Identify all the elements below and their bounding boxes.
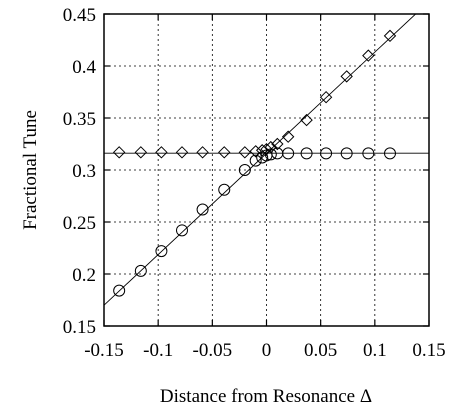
y-axis-title: Fractional Tune	[20, 110, 41, 230]
grid	[104, 14, 429, 326]
y-tick-label: 0.35	[63, 109, 96, 130]
axis-ticks: -0.15 -0.1 -0.05 0 0.05 0.1 0.15 0.15 0.2 0.25 0.3…	[63, 5, 446, 361]
circle-marker	[320, 147, 333, 160]
reference-lines	[104, 14, 429, 306]
diamond-marker	[218, 146, 231, 159]
circle-marker	[113, 284, 126, 297]
y-tick-label: 0.4	[72, 57, 96, 78]
data-markers	[112, 29, 397, 297]
x-tick-label: 0.05	[304, 340, 337, 361]
circle-marker	[238, 164, 251, 176]
diamond-marker	[300, 113, 313, 127]
circle-marker	[134, 264, 147, 277]
diamond-marker	[112, 146, 126, 159]
diamond-marker	[340, 70, 353, 83]
circle-marker	[249, 154, 262, 167]
diamond-marker	[155, 146, 168, 159]
diamond-marker	[281, 130, 295, 143]
diamond-marker	[249, 145, 262, 158]
circle-marker	[218, 183, 231, 196]
circle-marker	[282, 147, 295, 160]
y-tick-label: 0.2	[72, 265, 96, 286]
diamond-marker	[271, 137, 284, 151]
x-tick-label: -0.1	[143, 340, 173, 361]
x-axis-title: Distance from Resonance Δ	[160, 386, 372, 407]
circle-marker	[155, 245, 168, 258]
circle-marker	[340, 147, 353, 160]
circle-marker	[264, 148, 277, 161]
x-tick-label: 0.1	[363, 340, 387, 361]
diamond-marker	[255, 144, 269, 157]
y-tick-label: 0.45	[63, 5, 96, 26]
y-tick-label: 0.25	[63, 213, 96, 234]
circle-marker	[362, 147, 375, 160]
y-tick-label: 0.15	[63, 317, 96, 338]
y-tick-label: 0.3	[72, 161, 96, 182]
circle-marker	[176, 224, 188, 237]
x-tick-label: 0.15	[412, 340, 445, 361]
diamond-marker	[196, 146, 209, 159]
x-tick-label: -0.05	[193, 340, 233, 361]
diamond-marker	[238, 146, 252, 159]
x-tick-label: 0	[262, 340, 272, 361]
diamond-marker	[134, 146, 148, 159]
circle-marker	[300, 147, 313, 160]
diamond-marker	[175, 146, 189, 159]
diamond-marker	[383, 29, 397, 43]
diamond-marker	[362, 49, 375, 62]
diamond-marker	[319, 90, 333, 104]
circle-marker	[196, 203, 209, 216]
circle-marker	[384, 147, 396, 160]
x-tick-label: -0.15	[84, 340, 124, 361]
